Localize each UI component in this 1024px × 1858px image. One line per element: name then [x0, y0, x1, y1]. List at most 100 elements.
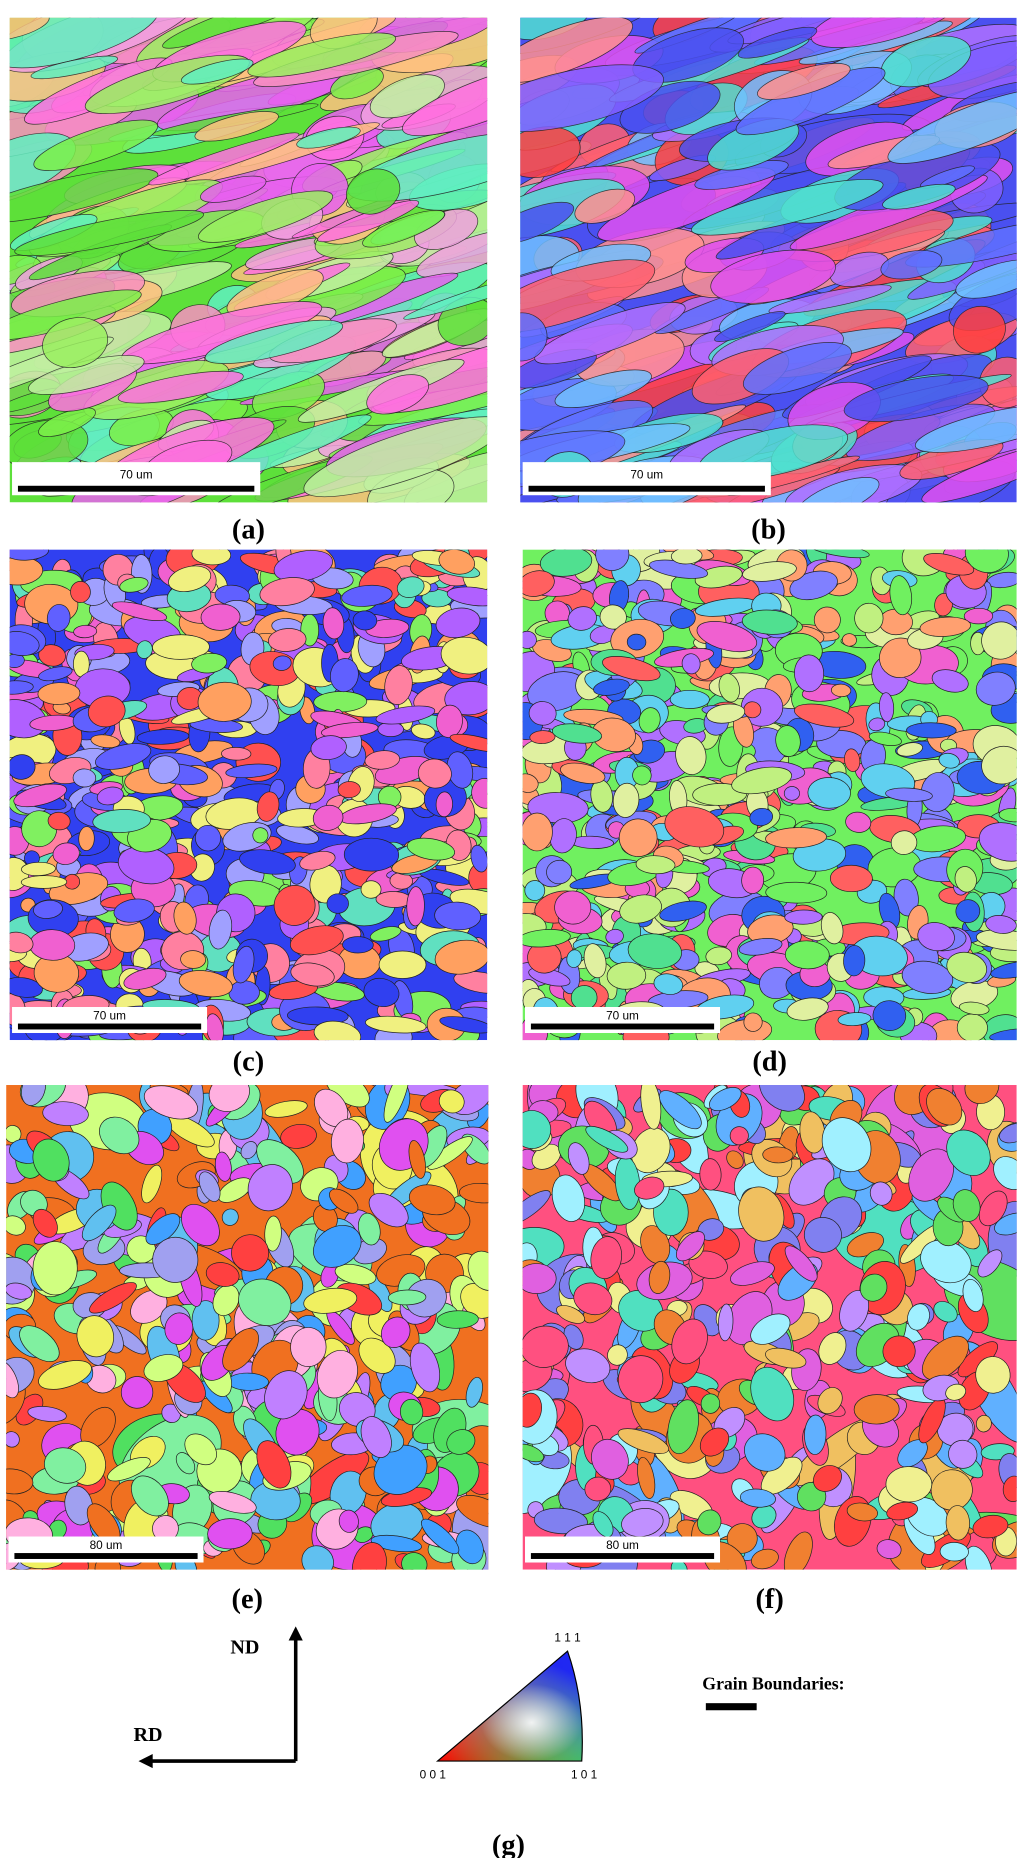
grain	[700, 1393, 721, 1414]
grain	[739, 1488, 776, 1508]
grain	[375, 705, 436, 725]
grain	[729, 1126, 749, 1146]
grain	[868, 717, 886, 732]
grain	[13, 783, 67, 808]
grain	[952, 1189, 981, 1222]
grain	[205, 1262, 240, 1287]
grain	[99, 1116, 140, 1155]
grain	[783, 1531, 813, 1570]
grain	[38, 644, 66, 667]
orientation-map: 80 um	[6, 1085, 489, 1570]
grain	[658, 1090, 702, 1130]
scale-bar-label: 70 um	[93, 1009, 126, 1023]
grain	[938, 752, 960, 769]
grain	[208, 909, 233, 950]
rd-arrowhead	[138, 1753, 153, 1769]
grain	[421, 1518, 460, 1555]
grain	[522, 1190, 551, 1226]
grain	[901, 960, 954, 994]
grain	[290, 1327, 327, 1367]
grain	[330, 1118, 364, 1164]
grain	[406, 886, 425, 927]
grain	[691, 179, 884, 236]
grain	[590, 1236, 623, 1280]
grain	[87, 695, 126, 728]
grain	[602, 656, 661, 682]
grain	[113, 898, 155, 923]
grain	[607, 1344, 628, 1366]
grain	[869, 1181, 893, 1206]
grain	[617, 1355, 664, 1404]
grain	[551, 723, 603, 744]
grain	[920, 165, 975, 189]
grain	[321, 722, 379, 739]
grain	[706, 703, 746, 724]
grain	[6, 1215, 26, 1236]
grain	[225, 763, 278, 779]
grain	[796, 477, 880, 503]
grain	[926, 1088, 963, 1126]
grain	[38, 666, 73, 682]
grain	[784, 1245, 818, 1282]
grain	[554, 369, 652, 409]
grain	[406, 837, 456, 861]
grain	[6, 1360, 19, 1399]
grain	[522, 1110, 552, 1149]
grain	[52, 842, 80, 865]
grain	[247, 32, 397, 78]
nd-arrowhead	[288, 1626, 303, 1641]
grain	[180, 950, 207, 969]
orientation-map: 70 um	[522, 549, 1017, 1041]
grain	[696, 621, 758, 653]
grain	[726, 1523, 758, 1554]
grain	[136, 640, 153, 659]
grain	[768, 284, 892, 315]
grain	[6, 1468, 34, 1495]
grain	[173, 901, 197, 935]
grain	[301, 1545, 334, 1570]
grain	[145, 1213, 181, 1245]
panel-label: (b)	[751, 514, 786, 545]
grain	[584, 1476, 612, 1502]
grain	[592, 1511, 614, 1538]
scale-bar-label: 70 um	[120, 467, 153, 481]
grain	[605, 928, 624, 945]
grain	[738, 938, 783, 956]
panel-label: (f)	[755, 1584, 783, 1615]
grain	[879, 637, 922, 678]
grain	[738, 1186, 785, 1242]
grain	[750, 1313, 791, 1345]
grain	[239, 849, 296, 875]
grain	[143, 1354, 184, 1382]
grain	[119, 577, 149, 593]
grain	[6, 1282, 33, 1300]
grain	[9, 168, 159, 224]
grain	[360, 1416, 392, 1458]
grain	[854, 602, 884, 634]
grain	[402, 62, 488, 137]
grain	[453, 971, 488, 994]
grain	[697, 1509, 722, 1536]
grain	[191, 549, 232, 566]
grain	[830, 683, 852, 698]
grain	[920, 772, 955, 813]
grain	[612, 782, 640, 818]
grain	[812, 1465, 842, 1492]
grain	[882, 1335, 916, 1368]
grain	[617, 1428, 670, 1454]
grain	[981, 621, 1017, 660]
grain	[917, 922, 955, 952]
grain	[621, 1508, 664, 1537]
grain	[364, 750, 400, 770]
grain	[955, 899, 981, 924]
grain	[370, 1534, 422, 1553]
grain	[256, 791, 280, 822]
grain	[653, 973, 684, 995]
grain	[921, 442, 1017, 503]
grain	[845, 811, 872, 833]
grain	[810, 17, 959, 48]
grain	[522, 570, 555, 597]
grain	[664, 806, 725, 848]
grain	[981, 745, 1017, 785]
